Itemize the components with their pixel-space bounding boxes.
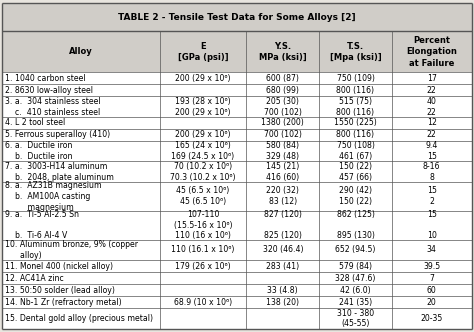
Text: 68.9 (10 x 10⁶): 68.9 (10 x 10⁶)	[174, 298, 232, 307]
Text: 15
2: 15 2	[427, 187, 437, 206]
Bar	[2, 84, 472, 97]
Text: 680 (99): 680 (99)	[266, 86, 299, 95]
Text: 290 (42)
150 (22): 290 (42) 150 (22)	[339, 187, 372, 206]
Text: 15

10: 15 10	[427, 210, 437, 240]
Bar	[2, 308, 472, 329]
Text: 800 (116): 800 (116)	[337, 130, 374, 139]
Text: 70 (10.2 x 10⁶)
70.3 (10.2 x 10⁶): 70 (10.2 x 10⁶) 70.3 (10.2 x 10⁶)	[170, 162, 236, 182]
Text: 107-110
(15.5-16 x 10⁶)
110 (16 x 10⁶): 107-110 (15.5-16 x 10⁶) 110 (16 x 10⁶)	[174, 210, 232, 240]
Text: 193 (28 x 10⁶)
200 (29 x 10⁶): 193 (28 x 10⁶) 200 (29 x 10⁶)	[175, 97, 231, 117]
Text: 60: 60	[427, 286, 437, 295]
Text: 34: 34	[427, 245, 437, 254]
Text: 1380 (200): 1380 (200)	[261, 119, 304, 127]
Text: 17: 17	[427, 74, 437, 83]
Bar	[2, 3, 472, 32]
Text: 45 (6.5 x 10⁶)
45 (6.5 10⁶): 45 (6.5 x 10⁶) 45 (6.5 10⁶)	[176, 187, 229, 206]
Text: 320 (46.4): 320 (46.4)	[263, 245, 303, 254]
Text: 39.5: 39.5	[423, 262, 440, 271]
Bar	[2, 284, 472, 296]
Text: 7. a.  3003-H14 aluminum
    b.  2048, plate aluminum: 7. a. 3003-H14 aluminum b. 2048, plate a…	[5, 162, 114, 182]
Text: 165 (24 x 10⁶)
169 (24.5 x 10⁶): 165 (24 x 10⁶) 169 (24.5 x 10⁶)	[172, 141, 235, 161]
Bar	[2, 272, 472, 284]
Bar	[2, 182, 472, 211]
Text: 827 (120)

825 (120): 827 (120) 825 (120)	[264, 210, 301, 240]
Bar	[2, 141, 472, 161]
Text: 179 (26 x 10⁶): 179 (26 x 10⁶)	[175, 262, 231, 271]
Text: Alloy: Alloy	[69, 47, 93, 56]
Text: 150 (22)
457 (66): 150 (22) 457 (66)	[339, 162, 372, 182]
Bar	[2, 296, 472, 308]
Bar	[2, 32, 472, 72]
Text: 750 (108)
461 (67): 750 (108) 461 (67)	[337, 141, 374, 161]
Bar	[2, 97, 472, 117]
Text: 12: 12	[427, 119, 437, 127]
Text: 652 (94.5): 652 (94.5)	[335, 245, 376, 254]
Text: 11. Monel 400 (nickel alloy): 11. Monel 400 (nickel alloy)	[5, 262, 113, 271]
Text: E
[GPa (psi)]: E [GPa (psi)]	[178, 42, 228, 62]
Text: 580 (84)
329 (48): 580 (84) 329 (48)	[266, 141, 299, 161]
Text: 220 (32)
83 (12): 220 (32) 83 (12)	[266, 187, 299, 206]
Text: 750 (109): 750 (109)	[337, 74, 374, 83]
Text: 1550 (225): 1550 (225)	[334, 119, 377, 127]
Text: 9. a.  Ti-5 Al-2.5 Sn

    b.  Ti-6 Al-4 V: 9. a. Ti-5 Al-2.5 Sn b. Ti-6 Al-4 V	[5, 210, 79, 240]
Text: 42 (6.0): 42 (6.0)	[340, 286, 371, 295]
Text: 600 (87): 600 (87)	[266, 74, 299, 83]
Text: 283 (41): 283 (41)	[266, 262, 299, 271]
Text: 700 (102): 700 (102)	[264, 130, 301, 139]
Text: 515 (75)
800 (116): 515 (75) 800 (116)	[337, 97, 374, 117]
Text: T.S.
[Mpa (ksi)]: T.S. [Mpa (ksi)]	[329, 42, 382, 62]
Text: 3. a.  304 stainless steel
    c.  410 stainless steel: 3. a. 304 stainless steel c. 410 stainle…	[5, 97, 100, 117]
Text: 8. a.  AZ31B magnesium
    b.  AM100A casting
         magnesium: 8. a. AZ31B magnesium b. AM100A casting …	[5, 181, 101, 211]
Bar	[2, 211, 472, 240]
Text: 579 (84): 579 (84)	[339, 262, 372, 271]
Text: 310 - 380
(45-55): 310 - 380 (45-55)	[337, 308, 374, 328]
Text: Percent
Elongation
at Failure: Percent Elongation at Failure	[406, 36, 457, 67]
Text: 200 (29 x 10⁶): 200 (29 x 10⁶)	[175, 130, 231, 139]
Bar	[2, 129, 472, 141]
Bar	[2, 72, 472, 84]
Text: 200 (29 x 10⁶): 200 (29 x 10⁶)	[175, 74, 231, 83]
Text: 2. 8630 low-alloy steel: 2. 8630 low-alloy steel	[5, 86, 93, 95]
Text: 110 (16.1 x 10⁶): 110 (16.1 x 10⁶)	[171, 245, 235, 254]
Text: 14. Nb-1 Zr (refractory metal): 14. Nb-1 Zr (refractory metal)	[5, 298, 121, 307]
Text: 145 (21)
416 (60): 145 (21) 416 (60)	[266, 162, 300, 182]
Text: 4. L 2 tool steel: 4. L 2 tool steel	[5, 119, 65, 127]
Text: 328 (47.6): 328 (47.6)	[335, 274, 376, 283]
Bar	[2, 117, 472, 129]
Text: 13. 50:50 solder (lead alloy): 13. 50:50 solder (lead alloy)	[5, 286, 115, 295]
Text: 1. 1040 carbon steel: 1. 1040 carbon steel	[5, 74, 85, 83]
Text: 10. Aluminum bronze, 9% (copper
      alloy): 10. Aluminum bronze, 9% (copper alloy)	[5, 240, 138, 260]
Text: 5. Ferrous superalloy (410): 5. Ferrous superalloy (410)	[5, 130, 110, 139]
Text: Y.S.
MPa (ksi)]: Y.S. MPa (ksi)]	[259, 42, 307, 62]
Text: 22: 22	[427, 86, 437, 95]
Text: 800 (116): 800 (116)	[337, 86, 374, 95]
Text: TABLE 2 - Tensile Test Data for Some Alloys [2]: TABLE 2 - Tensile Test Data for Some All…	[118, 13, 356, 22]
Text: 138 (20): 138 (20)	[266, 298, 299, 307]
Text: 20: 20	[427, 298, 437, 307]
Text: 40
22: 40 22	[427, 97, 437, 117]
Text: 205 (30)
700 (102): 205 (30) 700 (102)	[264, 97, 301, 117]
Text: 862 (125)

895 (130): 862 (125) 895 (130)	[337, 210, 374, 240]
Text: 12. AC41A zinc: 12. AC41A zinc	[5, 274, 64, 283]
Text: 22: 22	[427, 130, 437, 139]
Text: 33 (4.8): 33 (4.8)	[267, 286, 298, 295]
Text: 15. Dental gold alloy (precious metal): 15. Dental gold alloy (precious metal)	[5, 314, 153, 323]
Text: 241 (35): 241 (35)	[339, 298, 372, 307]
Bar	[2, 260, 472, 272]
Text: 7: 7	[429, 274, 434, 283]
Text: 9.4
15: 9.4 15	[426, 141, 438, 161]
Bar	[2, 161, 472, 182]
Text: 8-16
8: 8-16 8	[423, 162, 440, 182]
Bar	[2, 240, 472, 260]
Text: 20-35: 20-35	[420, 314, 443, 323]
Text: 6. a.  Ductile iron
    b.  Ductile iron: 6. a. Ductile iron b. Ductile iron	[5, 141, 72, 161]
